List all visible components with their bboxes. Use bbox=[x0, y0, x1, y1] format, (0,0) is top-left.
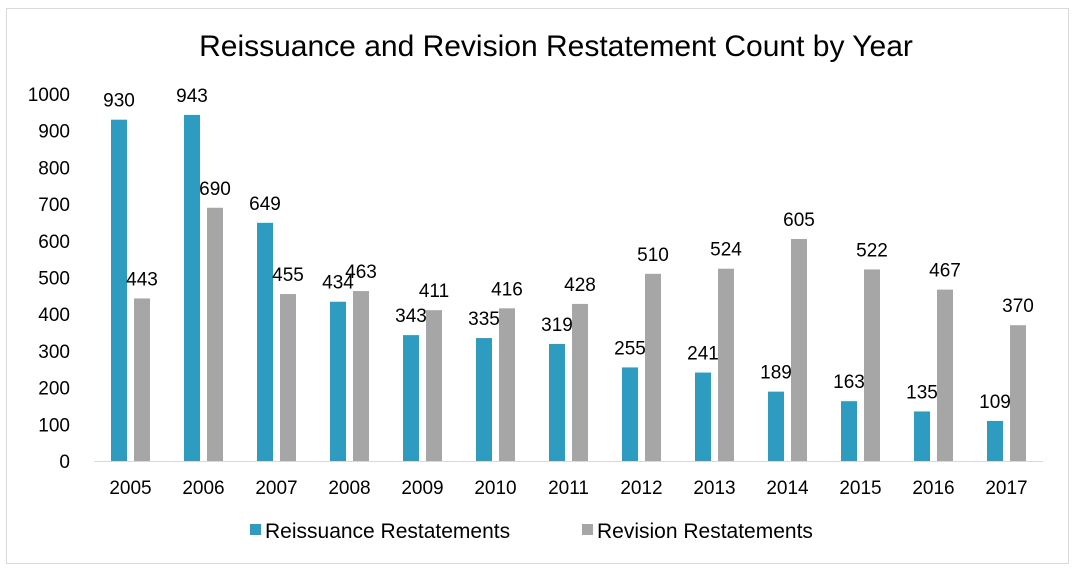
revision-bar bbox=[718, 268, 734, 461]
reissuance-data-label: 319 bbox=[541, 315, 573, 336]
y-tick-label: 500 bbox=[38, 269, 70, 290]
x-tick-label: 2013 bbox=[693, 478, 735, 499]
revision-bar bbox=[499, 308, 515, 461]
x-tick-label: 2009 bbox=[401, 478, 443, 499]
revision-data-label: 522 bbox=[856, 240, 888, 261]
x-tick-label: 2006 bbox=[182, 478, 224, 499]
revision-data-label: 370 bbox=[1002, 296, 1034, 317]
reissuance-data-label: 649 bbox=[249, 194, 281, 215]
reissuance-data-label: 335 bbox=[468, 309, 500, 330]
x-tick-label: 2015 bbox=[839, 478, 881, 499]
revision-data-label: 443 bbox=[126, 269, 158, 290]
reissuance-data-label: 255 bbox=[614, 338, 646, 359]
reissuance-bar bbox=[111, 119, 127, 461]
revision-bar bbox=[791, 238, 807, 461]
reissuance-data-label: 135 bbox=[906, 382, 938, 403]
reissuance-bar bbox=[257, 222, 273, 461]
revision-data-label: 416 bbox=[491, 279, 523, 300]
revision-bar bbox=[572, 303, 588, 461]
reissuance-bar bbox=[330, 301, 346, 461]
reissuance-bar bbox=[841, 401, 857, 461]
reissuance-data-label: 189 bbox=[760, 363, 792, 384]
revision-bar bbox=[353, 291, 369, 461]
revision-data-label: 690 bbox=[199, 179, 231, 200]
reissuance-data-label: 163 bbox=[833, 372, 865, 393]
revision-data-label: 605 bbox=[783, 210, 815, 231]
revision-bar bbox=[207, 207, 223, 461]
revision-data-label: 463 bbox=[345, 262, 377, 283]
bars bbox=[111, 114, 1026, 461]
revision-data-label: 455 bbox=[272, 265, 304, 286]
x-tick-label: 2007 bbox=[255, 478, 297, 499]
x-tick-label: 2005 bbox=[109, 478, 151, 499]
reissuance-data-label: 434 bbox=[322, 273, 354, 294]
y-axis: 0 100 200 300 400 500 600 700 800 900 1000 bbox=[28, 85, 70, 473]
revision-bar bbox=[1010, 325, 1026, 461]
revision-bar bbox=[645, 273, 661, 461]
reissuance-bar bbox=[695, 372, 711, 461]
data-labels: 930 943 649 434 343 335 319 255 241 189 163 135 109 4… bbox=[103, 86, 1034, 413]
y-tick-label: 200 bbox=[38, 379, 70, 400]
y-tick-label: 0 bbox=[59, 452, 70, 473]
legend-swatch-revision bbox=[582, 524, 593, 535]
revision-bar bbox=[280, 294, 296, 461]
reissuance-bar bbox=[768, 391, 784, 461]
reissuance-data-label: 943 bbox=[176, 86, 208, 107]
x-axis: 2005 2006 2007 2008 2009 2010 2011 2012 2013 2014… bbox=[94, 461, 1043, 499]
reissuance-bar bbox=[476, 338, 492, 461]
y-tick-label: 1000 bbox=[28, 85, 70, 106]
reissuance-bar bbox=[549, 343, 565, 461]
revision-bar bbox=[864, 269, 880, 461]
revision-data-label: 524 bbox=[710, 240, 742, 261]
y-tick-label: 700 bbox=[38, 195, 70, 216]
reissuance-data-label: 109 bbox=[979, 392, 1011, 413]
revision-bar bbox=[426, 310, 442, 461]
legend: Reissuance Restatements Revision Restatem… bbox=[250, 520, 813, 543]
reissuance-bar bbox=[403, 335, 419, 461]
y-tick-label: 800 bbox=[38, 158, 70, 179]
legend-swatch-reissuance bbox=[250, 524, 261, 535]
revision-data-label: 428 bbox=[564, 275, 596, 296]
revision-bar bbox=[134, 298, 150, 461]
reissuance-bar bbox=[184, 114, 200, 461]
y-tick-label: 900 bbox=[38, 122, 70, 143]
revision-bar bbox=[937, 289, 953, 461]
revision-data-label: 411 bbox=[419, 281, 449, 302]
revision-data-label: 510 bbox=[637, 245, 669, 266]
x-tick-label: 2010 bbox=[474, 478, 516, 499]
reissuance-bar bbox=[622, 367, 638, 461]
reissuance-data-label: 343 bbox=[395, 306, 427, 327]
x-tick-label: 2011 bbox=[548, 478, 589, 499]
legend-label-reissuance: Reissuance Restatements bbox=[265, 520, 510, 543]
chart-title: Reissuance and Revision Restatement Coun… bbox=[199, 30, 913, 63]
revision-data-label: 467 bbox=[929, 261, 961, 282]
reissuance-data-label: 241 bbox=[687, 344, 719, 365]
x-tick-label: 2012 bbox=[620, 478, 662, 499]
y-tick-label: 400 bbox=[38, 305, 70, 326]
reissuance-bar bbox=[987, 420, 1003, 461]
y-tick-label: 100 bbox=[38, 415, 70, 436]
x-tick-label: 2016 bbox=[912, 478, 954, 499]
legend-label-revision: Revision Restatements bbox=[597, 520, 813, 543]
x-tick-label: 2014 bbox=[766, 478, 809, 499]
chart-frame bbox=[6, 8, 1069, 564]
y-tick-label: 600 bbox=[38, 232, 70, 253]
x-tick-label: 2008 bbox=[328, 478, 370, 499]
x-tick-label: 2017 bbox=[985, 478, 1027, 499]
reissuance-data-label: 930 bbox=[103, 91, 135, 112]
y-tick-label: 300 bbox=[38, 342, 70, 363]
reissuance-bar bbox=[914, 411, 930, 461]
